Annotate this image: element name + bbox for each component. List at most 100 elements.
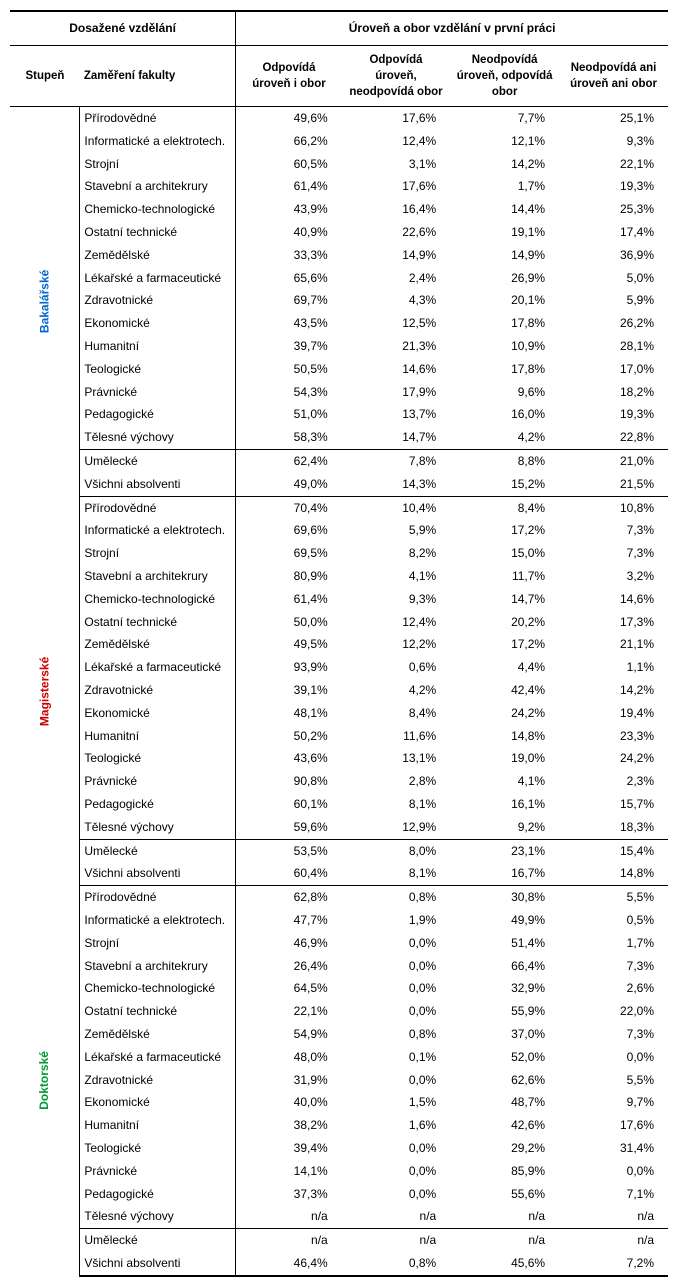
value-cell: 18,2%: [559, 381, 668, 404]
value-cell: 80,9%: [236, 565, 342, 588]
faculty-name: Lékařské a farmaceutické: [80, 1046, 236, 1069]
value-cell: 14,7%: [342, 426, 451, 449]
value-cell: 0,0%: [342, 977, 451, 1000]
value-cell: 45,6%: [450, 1252, 559, 1276]
value-cell: 17,6%: [559, 1114, 668, 1137]
value-cell: 4,1%: [342, 565, 451, 588]
value-cell: 65,6%: [236, 267, 342, 290]
faculty-name: Ostatní technické: [80, 611, 236, 634]
value-cell: 19,3%: [559, 175, 668, 198]
value-cell: 11,7%: [450, 565, 559, 588]
value-cell: 14,9%: [450, 244, 559, 267]
faculty-name: Zemědělské: [80, 1023, 236, 1046]
faculty-name: Chemicko-technologické: [80, 977, 236, 1000]
value-cell: 32,9%: [450, 977, 559, 1000]
value-cell: 0,0%: [342, 1183, 451, 1206]
faculty-name: Umělecké: [80, 450, 236, 473]
education-match-table: Dosažené vzdělání Úroveň a obor vzdělání…: [10, 10, 668, 1277]
faculty-name: Pedagogické: [80, 1183, 236, 1206]
value-cell: 43,9%: [236, 198, 342, 221]
value-cell: 37,3%: [236, 1183, 342, 1206]
value-cell: 12,1%: [450, 130, 559, 153]
value-cell: 17,9%: [342, 381, 451, 404]
value-cell: 16,7%: [450, 862, 559, 885]
value-cell: 13,1%: [342, 747, 451, 770]
value-cell: 14,6%: [559, 588, 668, 611]
faculty-name: Teologické: [80, 747, 236, 770]
value-cell: 55,9%: [450, 1000, 559, 1023]
faculty-name: Chemicko-technologické: [80, 198, 236, 221]
value-cell: 1,6%: [342, 1114, 451, 1137]
faculty-name: Právnické: [80, 1160, 236, 1183]
value-cell: n/a: [236, 1229, 342, 1252]
value-cell: 14,2%: [450, 153, 559, 176]
value-cell: 8,4%: [342, 702, 451, 725]
value-cell: 17,6%: [342, 175, 451, 198]
value-cell: 42,4%: [450, 679, 559, 702]
value-cell: 85,9%: [450, 1160, 559, 1183]
value-cell: 10,9%: [450, 335, 559, 358]
faculty-name: Stavební a architekrury: [80, 955, 236, 978]
value-cell: 0,0%: [559, 1160, 668, 1183]
value-cell: 17,0%: [559, 358, 668, 381]
value-cell: 5,9%: [342, 519, 451, 542]
value-cell: 26,9%: [450, 267, 559, 290]
faculty-name: Strojní: [80, 542, 236, 565]
faculty-name: Zdravotnické: [80, 679, 236, 702]
value-cell: 2,3%: [559, 770, 668, 793]
degree-label: Doktorské: [10, 886, 80, 1276]
header-col3: Neodpovídá úroveň, odpovídá obor: [450, 45, 559, 106]
value-cell: 7,3%: [559, 542, 668, 565]
value-cell: 66,4%: [450, 955, 559, 978]
value-cell: 55,6%: [450, 1183, 559, 1206]
faculty-name: Humanitní: [80, 1114, 236, 1137]
value-cell: 9,3%: [342, 588, 451, 611]
value-cell: 19,0%: [450, 747, 559, 770]
faculty-name: Umělecké: [80, 839, 236, 862]
value-cell: 24,2%: [559, 747, 668, 770]
value-cell: 15,7%: [559, 793, 668, 816]
value-cell: 16,4%: [342, 198, 451, 221]
value-cell: 0,0%: [342, 1160, 451, 1183]
value-cell: 5,0%: [559, 267, 668, 290]
value-cell: 70,4%: [236, 496, 342, 519]
header-col2: Odpovídá úroveň, neodpovídá obor: [342, 45, 451, 106]
value-cell: 25,3%: [559, 198, 668, 221]
value-cell: 0,5%: [559, 909, 668, 932]
value-cell: 19,4%: [559, 702, 668, 725]
value-cell: 30,8%: [450, 886, 559, 909]
value-cell: 50,0%: [236, 611, 342, 634]
value-cell: 42,6%: [450, 1114, 559, 1137]
faculty-name: Tělesné výchovy: [80, 426, 236, 449]
value-cell: 33,3%: [236, 244, 342, 267]
value-cell: 17,4%: [559, 221, 668, 244]
faculty-name: Humanitní: [80, 725, 236, 748]
faculty-name: Stavební a architekrury: [80, 175, 236, 198]
value-cell: 0,8%: [342, 886, 451, 909]
value-cell: 17,2%: [450, 633, 559, 656]
value-cell: 12,4%: [342, 130, 451, 153]
value-cell: 0,0%: [342, 1069, 451, 1092]
value-cell: 52,0%: [450, 1046, 559, 1069]
value-cell: 20,1%: [450, 289, 559, 312]
faculty-name: Lékařské a farmaceutické: [80, 656, 236, 679]
header-col4: Neodpovídá ani úroveň ani obor: [559, 45, 668, 106]
value-cell: 43,5%: [236, 312, 342, 335]
value-cell: 4,3%: [342, 289, 451, 312]
value-cell: 14,6%: [342, 358, 451, 381]
faculty-name: Právnické: [80, 381, 236, 404]
value-cell: 50,5%: [236, 358, 342, 381]
value-cell: 14,7%: [450, 588, 559, 611]
faculty-name: Umělecké: [80, 1229, 236, 1252]
header-right-group: Úroveň a obor vzdělání v první práci: [236, 11, 668, 45]
value-cell: 16,1%: [450, 793, 559, 816]
value-cell: 49,9%: [450, 909, 559, 932]
value-cell: 29,2%: [450, 1137, 559, 1160]
value-cell: 18,3%: [559, 816, 668, 839]
faculty-name: Přírodovědné: [80, 886, 236, 909]
value-cell: 7,7%: [450, 107, 559, 130]
value-cell: 43,6%: [236, 747, 342, 770]
value-cell: 46,4%: [236, 1252, 342, 1276]
value-cell: 12,9%: [342, 816, 451, 839]
value-cell: 0,0%: [342, 932, 451, 955]
